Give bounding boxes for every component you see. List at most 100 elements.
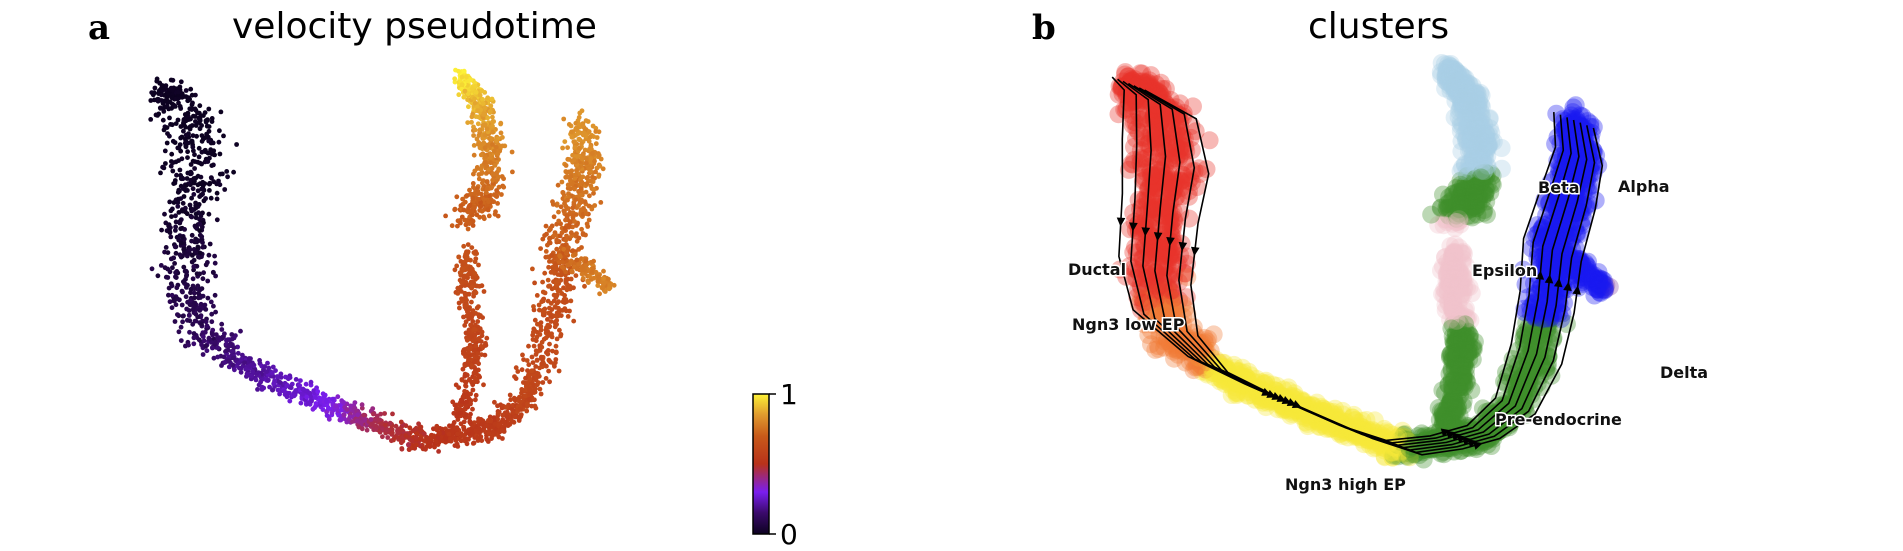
cluster-point [1559,132,1578,151]
pseudotime-point [492,163,498,168]
pseudotime-point [224,348,229,354]
pseudotime-point [313,401,319,406]
pseudotime-point [190,276,196,282]
pseudotime-point [467,315,472,321]
cluster-point [1541,309,1560,328]
cluster-point [1148,314,1167,333]
pseudotime-point [443,436,449,442]
pseudotime-point [293,377,299,382]
pseudotime-point [184,211,190,217]
cluster-point [1517,314,1536,332]
cluster-point [1532,307,1551,325]
pseudotime-point [195,188,201,194]
pseudotime-point [476,418,481,424]
pseudotime-point [469,284,475,290]
pseudotime-point [305,401,311,406]
pseudotime-point [562,139,568,145]
pseudotime-point [547,235,552,241]
cluster-point [1120,257,1139,275]
pseudotime-point [464,436,469,442]
pseudotime-point [484,179,490,184]
pseudotime-point [475,188,481,194]
cluster-point [1519,355,1538,374]
cluster-point [1572,165,1591,184]
cluster-point [1513,352,1532,371]
pseudotime-point [153,112,159,118]
panel-title-a: velocity pseudotime [232,6,597,47]
cluster-point [1582,176,1601,195]
pseudotime-point [376,417,382,423]
pseudotime-point [571,285,576,291]
pseudotime-point [198,301,204,307]
cluster-point [1393,421,1412,440]
pseudotime-point [538,391,544,397]
pseudotime-point [479,438,485,443]
pseudotime-point [193,205,199,211]
cluster-point [1137,227,1156,246]
pseudotime-point [512,374,517,379]
cluster-point [1161,265,1180,284]
pseudotime-point [490,433,496,438]
cluster-point [1498,408,1516,427]
cluster-point [1542,324,1561,343]
pseudotime-point [181,264,187,270]
pseudotime-point [458,284,464,290]
cluster-point [1541,283,1560,302]
pseudotime-point [208,299,214,305]
pseudotime-point [538,246,543,252]
pseudotime-point [168,256,174,262]
cluster-point [1129,122,1148,141]
pseudotime-point [540,236,546,242]
cluster-point [1170,140,1189,159]
cluster-point [1128,288,1147,306]
pseudotime-point [203,307,209,312]
pseudotime-point [211,355,217,361]
pseudotime-point [168,234,174,240]
pseudotime-point [255,387,260,392]
cluster-point [1200,131,1219,150]
pseudotime-point [600,285,605,291]
pseudotime-point [530,360,536,365]
cluster-point [1152,206,1171,224]
pseudotime-point [547,259,552,264]
pseudotime-point [462,373,468,379]
pseudotime-point [467,220,472,226]
pseudotime-point [572,219,577,224]
pseudotime-point [275,387,281,393]
pseudotime-point [309,398,314,404]
pseudotime-point [496,174,501,180]
cluster-point [1514,358,1533,377]
pseudotime-point [555,272,561,277]
cluster-point [1298,406,1317,424]
cluster-point [1357,411,1376,429]
cluster-point [1539,318,1558,337]
pseudotime-point [161,127,167,133]
pseudotime-point [155,273,161,279]
pseudotime-point [564,299,570,304]
pseudotime-point [510,169,515,175]
pseudotime-point [338,407,344,413]
cluster-point [1163,220,1182,239]
cluster-point [1500,398,1519,417]
cluster-point [1239,362,1258,381]
pseudotime-point [548,314,554,319]
cluster-point [1326,399,1344,418]
pseudotime-point [546,358,552,364]
pseudotime-point [549,252,554,258]
pseudotime-point [496,184,502,190]
pseudotime-point [582,199,588,205]
cluster-point [1167,124,1186,143]
cluster-point [1560,143,1579,162]
pseudotime-point [542,233,547,238]
pseudotime-point [588,144,594,150]
cluster-point [1133,158,1151,177]
pseudotime-point [465,226,471,232]
pseudotime-point [545,351,551,357]
pseudotime-point [584,175,590,181]
cluster-point [1149,337,1167,355]
cluster-point [1552,310,1571,328]
cluster-point [1508,396,1527,415]
pseudotime-point [246,356,252,361]
cluster-point [1146,276,1165,295]
pseudotime-point [197,221,203,227]
